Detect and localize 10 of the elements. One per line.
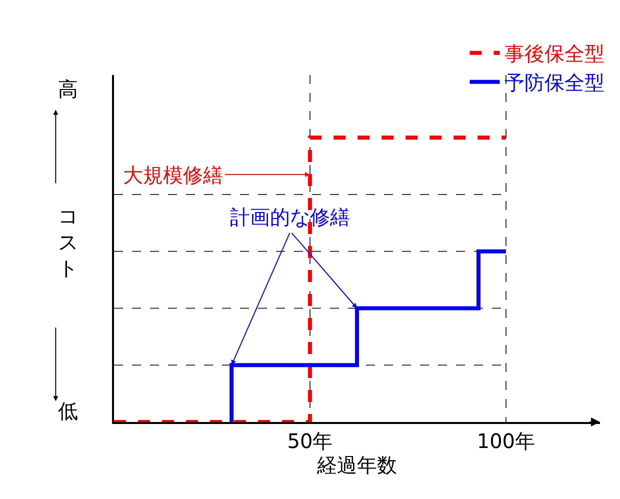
text: 低 — [58, 399, 78, 423]
x-axis-title: 経過年数 — [316, 452, 397, 477]
annotation: 大規模修繕 — [123, 163, 223, 187]
annotation: 計画的な修繕 — [230, 205, 350, 229]
legend-label: 予防保全型 — [504, 70, 605, 95]
legend-label: 事後保全型 — [504, 42, 605, 66]
y-axis-title: コスト — [58, 204, 78, 280]
x-tick-label: 100年 — [476, 428, 536, 453]
x-tick-label: 50年 — [287, 428, 333, 453]
text: 高 — [58, 77, 78, 101]
